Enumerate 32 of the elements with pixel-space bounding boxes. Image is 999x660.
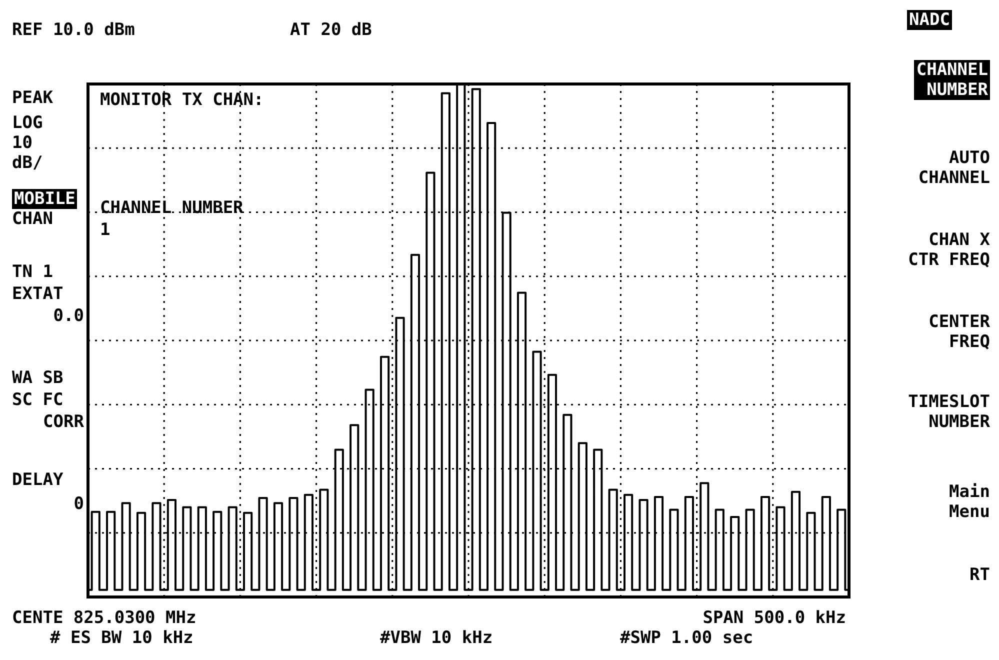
text: TIMESLOT NUMBER: [908, 392, 990, 432]
text: SC FC: [12, 390, 64, 410]
text: CENTE 825.0300 MHz: [12, 608, 196, 628]
annotation: MONITOR TX CHAN:: [100, 90, 264, 110]
text: #SWP 1.00 sec: [620, 628, 754, 648]
text: #VBW 10 kHz: [380, 628, 493, 648]
text: RT: [970, 565, 990, 585]
text: CORR: [43, 412, 84, 432]
text: TN 1: [12, 262, 53, 282]
text: 0.0: [53, 306, 84, 326]
text: MOBILE: [12, 189, 78, 209]
text: # ES BW 10 kHz: [50, 628, 194, 648]
text: WA SB: [12, 368, 64, 388]
text: SPAN 500.0 kHz: [702, 608, 846, 628]
text: CHANNEL NUMBER: [914, 60, 990, 100]
text: NADC: [907, 10, 952, 30]
text: 10: [12, 133, 32, 153]
text: dB/: [12, 153, 43, 173]
text: CHAN X CTR FREQ: [908, 230, 990, 270]
text: 0: [74, 494, 84, 514]
annotation: 1: [100, 220, 110, 240]
text: AUTO CHANNEL: [918, 148, 990, 188]
text: EXTAT: [12, 284, 64, 304]
annotation: CHANNEL NUMBER: [100, 198, 244, 218]
text: REF 10.0 dBm: [12, 20, 135, 40]
text: DELAY: [12, 470, 64, 490]
text: PEAK: [12, 88, 53, 108]
text: CHAN: [12, 209, 53, 229]
text: Main Menu: [949, 482, 990, 522]
text: CENTER FREQ: [928, 312, 990, 352]
text: AT 20 dB: [290, 20, 372, 40]
text: LOG: [12, 113, 43, 133]
